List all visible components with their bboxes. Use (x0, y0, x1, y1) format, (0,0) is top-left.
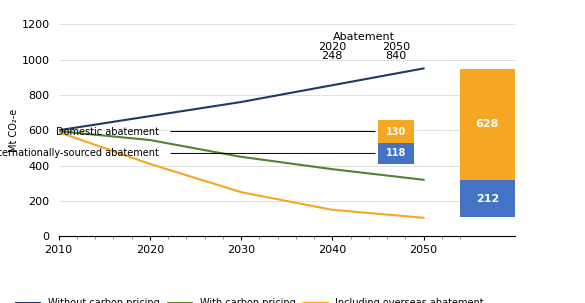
Text: 2050: 2050 (382, 42, 410, 52)
Text: Internationally-sourced abatement: Internationally-sourced abatement (0, 148, 159, 158)
Including overseas abatement (55, 130, 62, 134)
Bar (378, 120, 414, 143)
Including overseas abatement (420, 216, 427, 220)
With carbon pricing (55, 129, 62, 133)
Without carbon pricing (329, 83, 336, 87)
Including overseas abatement (329, 208, 336, 211)
Without carbon pricing (55, 128, 62, 132)
Text: 118: 118 (386, 148, 407, 158)
Text: 130: 130 (386, 127, 407, 137)
Bar (378, 143, 414, 164)
Bar (460, 69, 515, 180)
Text: 840: 840 (386, 51, 407, 61)
Including overseas abatement (238, 190, 245, 194)
Legend: Without carbon pricing, With carbon pricing, Including overseas abatement: Without carbon pricing, With carbon pric… (12, 294, 488, 303)
Text: 2020: 2020 (318, 42, 346, 52)
With carbon pricing (420, 178, 427, 181)
Text: Abatement: Abatement (333, 32, 395, 42)
Text: Domestic abatement: Domestic abatement (56, 127, 159, 137)
Text: 628: 628 (476, 119, 499, 129)
Bar (460, 180, 515, 218)
Without carbon pricing (146, 114, 153, 118)
With carbon pricing (146, 138, 153, 142)
Line: Without carbon pricing: Without carbon pricing (58, 68, 424, 130)
Text: 212: 212 (476, 194, 499, 204)
Without carbon pricing (238, 100, 245, 104)
Line: With carbon pricing: With carbon pricing (58, 131, 424, 180)
Text: 248: 248 (322, 51, 343, 61)
With carbon pricing (238, 155, 245, 159)
Y-axis label: Mt CO₂-e: Mt CO₂-e (9, 109, 19, 152)
With carbon pricing (329, 167, 336, 171)
Including overseas abatement (146, 162, 153, 166)
Line: Including overseas abatement: Including overseas abatement (58, 132, 424, 218)
Without carbon pricing (420, 67, 427, 70)
